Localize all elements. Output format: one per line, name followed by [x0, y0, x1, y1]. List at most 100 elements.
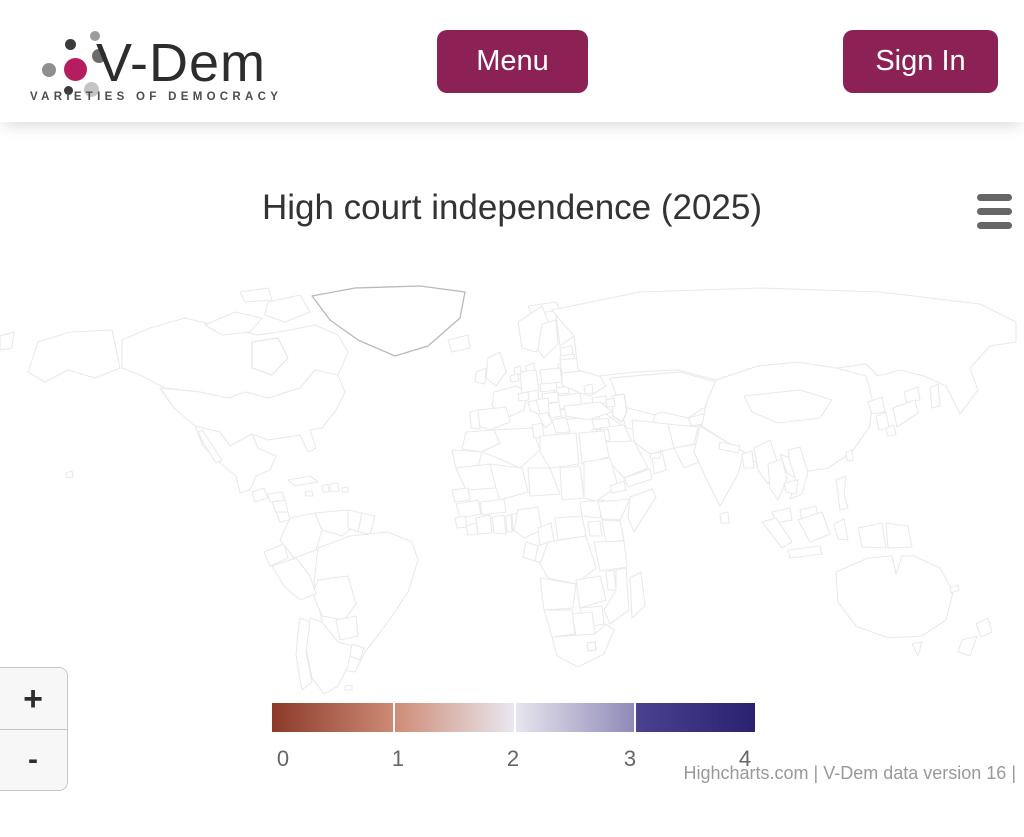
country-falkland[interactable] [344, 684, 353, 691]
country-portugal[interactable] [469, 409, 481, 430]
country-nepal[interactable] [718, 441, 741, 454]
country-costa-rica[interactable] [275, 511, 291, 523]
country-japan-honshu[interactable] [892, 399, 919, 428]
country-new-zealand-north[interactable] [975, 617, 993, 638]
country-dr-congo[interactable] [539, 535, 597, 585]
country-puerto-rico[interactable] [341, 486, 349, 493]
country-indonesia-sulawesi[interactable] [833, 518, 849, 541]
country-madagascar[interactable] [629, 571, 646, 619]
country-philippines[interactable] [835, 475, 849, 511]
sign-in-button[interactable]: Sign In [843, 30, 998, 93]
country-indonesia-sumatra[interactable] [761, 517, 793, 549]
country-tanzania[interactable] [593, 540, 628, 572]
country-sierra-leone[interactable] [454, 515, 468, 529]
color-axis-legend[interactable] [272, 703, 755, 732]
country-canada-islands[interactable] [264, 294, 311, 323]
country-japan-hokkaido[interactable] [903, 386, 921, 404]
country-chad[interactable] [559, 465, 585, 501]
country-vietnam[interactable] [787, 446, 809, 500]
country-togo[interactable] [505, 514, 513, 533]
country-mongolia[interactable] [743, 389, 833, 424]
country-germany[interactable] [519, 369, 540, 394]
country-netherlands[interactable] [513, 365, 522, 376]
country-sri-lanka[interactable] [719, 511, 730, 524]
country-namibia[interactable] [543, 609, 576, 638]
country-canada-islands[interactable] [204, 311, 263, 336]
country-turkey[interactable] [563, 401, 613, 421]
country-sweden[interactable] [537, 319, 559, 359]
country-senegal[interactable] [451, 487, 471, 503]
country-cambodia[interactable] [783, 479, 799, 495]
country-south-sudan[interactable] [579, 499, 605, 519]
country-indonesia-java[interactable] [787, 545, 823, 559]
country-russia[interactable] [551, 287, 1017, 415]
country-uk[interactable] [485, 351, 507, 387]
menu-button[interactable]: Menu [437, 30, 588, 93]
country-moldova[interactable] [583, 383, 594, 395]
country-kenya[interactable] [601, 519, 625, 544]
chart-context-menu-icon[interactable] [977, 194, 1013, 232]
country-ireland[interactable] [474, 367, 487, 385]
country-libya[interactable] [539, 432, 580, 469]
country-paraguay[interactable] [335, 615, 359, 641]
country-canada-islands[interactable] [239, 287, 273, 303]
country-haiti[interactable] [321, 483, 330, 493]
country-australia[interactable] [835, 555, 954, 639]
country-indonesia-kalimantan[interactable] [797, 511, 831, 543]
country-mali[interactable] [489, 463, 529, 501]
country-mozambique[interactable] [603, 567, 630, 625]
country-ethiopia[interactable] [597, 498, 631, 521]
country-ghana[interactable] [491, 514, 507, 535]
country-guatemala[interactable] [251, 487, 269, 503]
country-papua-new-guinea[interactable] [885, 522, 913, 549]
country-uganda[interactable] [587, 520, 603, 537]
country-afghanistan[interactable] [667, 423, 699, 449]
country-angola[interactable] [539, 577, 577, 611]
country-bangladesh[interactable] [741, 450, 755, 469]
country-greece[interactable] [551, 416, 571, 434]
country-somalia[interactable] [627, 488, 657, 533]
country-burkina-faso[interactable] [479, 498, 507, 516]
country-chile[interactable] [295, 617, 313, 691]
country-nicaragua[interactable] [271, 499, 289, 513]
zoom-out-button[interactable]: - [0, 729, 67, 790]
country-nigeria[interactable] [513, 506, 543, 539]
country-mexico[interactable] [194, 425, 277, 494]
country-spain[interactable] [475, 406, 511, 431]
country-sudan[interactable] [583, 457, 619, 502]
country-belgium[interactable] [509, 373, 520, 383]
country-liberia[interactable] [465, 522, 479, 536]
country-taiwan[interactable] [845, 449, 854, 462]
country-peru[interactable] [271, 557, 317, 601]
country-japan-kyushu[interactable] [885, 424, 897, 437]
country-new-zealand-south[interactable] [957, 635, 978, 657]
country-jamaica[interactable] [304, 490, 314, 497]
country-bolivia[interactable] [312, 575, 357, 621]
country-venezuela[interactable] [314, 509, 357, 537]
country-poland[interactable] [539, 367, 563, 385]
country-cote-divoire[interactable] [475, 514, 493, 535]
zoom-in-button[interactable]: + [0, 668, 67, 729]
country-thailand[interactable] [767, 458, 788, 501]
country-eritrea[interactable] [609, 480, 627, 494]
country-azerbaijan[interactable] [605, 397, 616, 408]
chart-credits[interactable]: Highcharts.com | V-Dem data version 16 | [683, 763, 1017, 783]
country-niger[interactable] [527, 467, 561, 497]
country-indonesia-papua[interactable] [857, 522, 887, 549]
country-yemen[interactable] [623, 468, 653, 488]
country-guinea[interactable] [455, 499, 482, 519]
vdem-logo[interactable]: V-Dem VARIETIES OF DEMOCRACY [18, 10, 298, 110]
country-switzerland[interactable] [517, 391, 530, 402]
country-uruguay[interactable] [349, 643, 365, 661]
country-hawaii[interactable] [65, 470, 74, 479]
country-uae[interactable] [649, 451, 662, 460]
country-egypt[interactable] [578, 430, 610, 465]
country-mauritania[interactable] [455, 463, 497, 491]
country-dominican-republic[interactable] [329, 482, 340, 493]
country-malawi[interactable] [605, 569, 617, 591]
country-iceland[interactable] [447, 334, 471, 353]
country-alaska[interactable] [27, 329, 121, 383]
country-ecuador[interactable] [263, 543, 289, 567]
country-suriname[interactable] [357, 512, 376, 535]
country-zambia[interactable] [575, 575, 607, 609]
